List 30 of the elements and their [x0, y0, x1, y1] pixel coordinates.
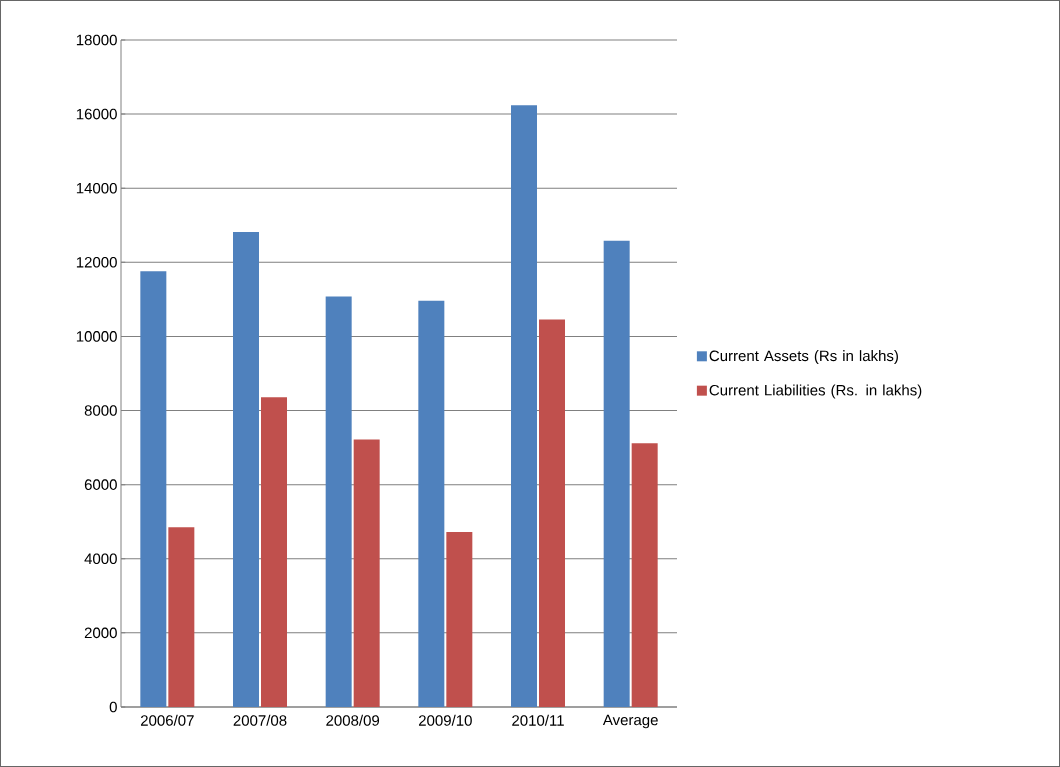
- bar: [446, 532, 473, 707]
- y-tick-label: 2000: [84, 627, 117, 639]
- bar: [168, 527, 195, 707]
- bar: [140, 271, 167, 707]
- y-tick-label: 6000: [84, 479, 117, 490]
- bar: [353, 439, 380, 707]
- legend-label: Current Assets (Rs in lakhs): [709, 350, 898, 365]
- legend-label: Current Liabilities (Rs. in lakhs): [709, 384, 922, 399]
- bar: [325, 296, 352, 707]
- bar: [418, 300, 445, 707]
- bar: [631, 443, 658, 707]
- bar: [511, 105, 538, 707]
- y-tick-label: 18000: [76, 34, 117, 46]
- y-tick-label: 0: [109, 701, 117, 713]
- x-tick-label: 2007/08: [233, 714, 287, 726]
- x-tick-label: Average: [602, 714, 658, 729]
- y-tick-label: 4000: [84, 553, 117, 565]
- x-tick-label: 2008/09: [326, 714, 380, 726]
- x-tick-label: 2010/11: [512, 714, 564, 726]
- bar: [603, 240, 630, 707]
- y-tick-label: 14000: [76, 182, 117, 194]
- bar: [261, 397, 288, 707]
- bar: [233, 231, 260, 707]
- y-tick-label: 12000: [76, 257, 117, 268]
- x-tick-label: 2009/10: [418, 714, 472, 726]
- bar: [539, 319, 565, 707]
- y-tick-label: 10000: [76, 331, 117, 342]
- y-tick-label: 8000: [84, 405, 117, 416]
- x-tick-label: 2006/07: [140, 714, 194, 726]
- y-tick-label: 16000: [76, 108, 117, 120]
